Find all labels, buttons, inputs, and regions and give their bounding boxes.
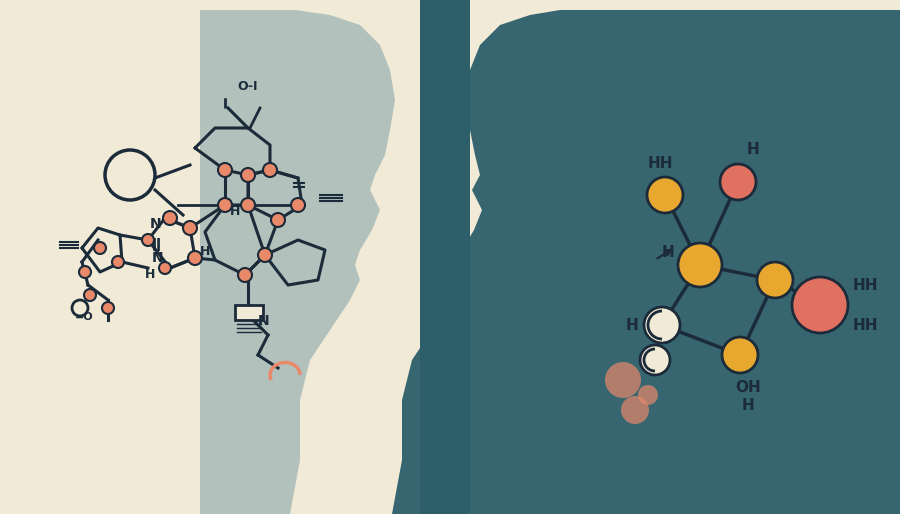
Text: H: H xyxy=(747,142,760,157)
Circle shape xyxy=(159,262,171,274)
Text: H: H xyxy=(230,205,240,218)
Text: N: N xyxy=(258,314,270,328)
Circle shape xyxy=(218,198,232,212)
Text: H: H xyxy=(200,245,211,258)
Circle shape xyxy=(94,242,106,254)
FancyBboxPatch shape xyxy=(235,305,263,320)
Circle shape xyxy=(722,337,758,373)
Circle shape xyxy=(241,168,255,182)
Text: OH: OH xyxy=(735,379,760,395)
Circle shape xyxy=(291,198,305,212)
Circle shape xyxy=(720,164,756,200)
Circle shape xyxy=(84,289,96,301)
Circle shape xyxy=(647,177,683,213)
Circle shape xyxy=(105,150,155,200)
Text: O-I: O-I xyxy=(238,80,258,93)
Circle shape xyxy=(188,251,202,265)
Circle shape xyxy=(757,262,793,298)
Circle shape xyxy=(258,248,272,262)
Circle shape xyxy=(271,213,285,227)
FancyBboxPatch shape xyxy=(420,0,470,514)
Circle shape xyxy=(638,385,658,405)
Circle shape xyxy=(163,211,177,225)
Text: HH: HH xyxy=(852,318,878,333)
Circle shape xyxy=(72,300,88,316)
Circle shape xyxy=(218,163,232,177)
Circle shape xyxy=(238,268,252,282)
Circle shape xyxy=(241,198,255,212)
Circle shape xyxy=(621,396,649,424)
Circle shape xyxy=(792,277,848,333)
Circle shape xyxy=(263,163,277,177)
Text: N: N xyxy=(150,217,162,231)
Circle shape xyxy=(644,307,680,343)
Text: ǁ: ǁ xyxy=(152,237,161,251)
Text: HH: HH xyxy=(647,156,673,171)
Text: =O: =O xyxy=(75,312,94,322)
Text: H: H xyxy=(742,397,754,413)
Text: HH: HH xyxy=(852,278,878,292)
Circle shape xyxy=(102,302,114,314)
Polygon shape xyxy=(392,10,900,514)
Text: N: N xyxy=(152,251,164,265)
Polygon shape xyxy=(200,10,395,514)
Text: H: H xyxy=(626,318,638,333)
Circle shape xyxy=(640,345,670,375)
Circle shape xyxy=(79,266,91,278)
Circle shape xyxy=(605,362,641,398)
Text: H: H xyxy=(145,268,156,281)
Circle shape xyxy=(678,243,722,287)
Bar xyxy=(420,0,470,514)
Text: H: H xyxy=(662,245,675,260)
Circle shape xyxy=(112,256,124,268)
Circle shape xyxy=(183,221,197,235)
Circle shape xyxy=(142,234,154,246)
